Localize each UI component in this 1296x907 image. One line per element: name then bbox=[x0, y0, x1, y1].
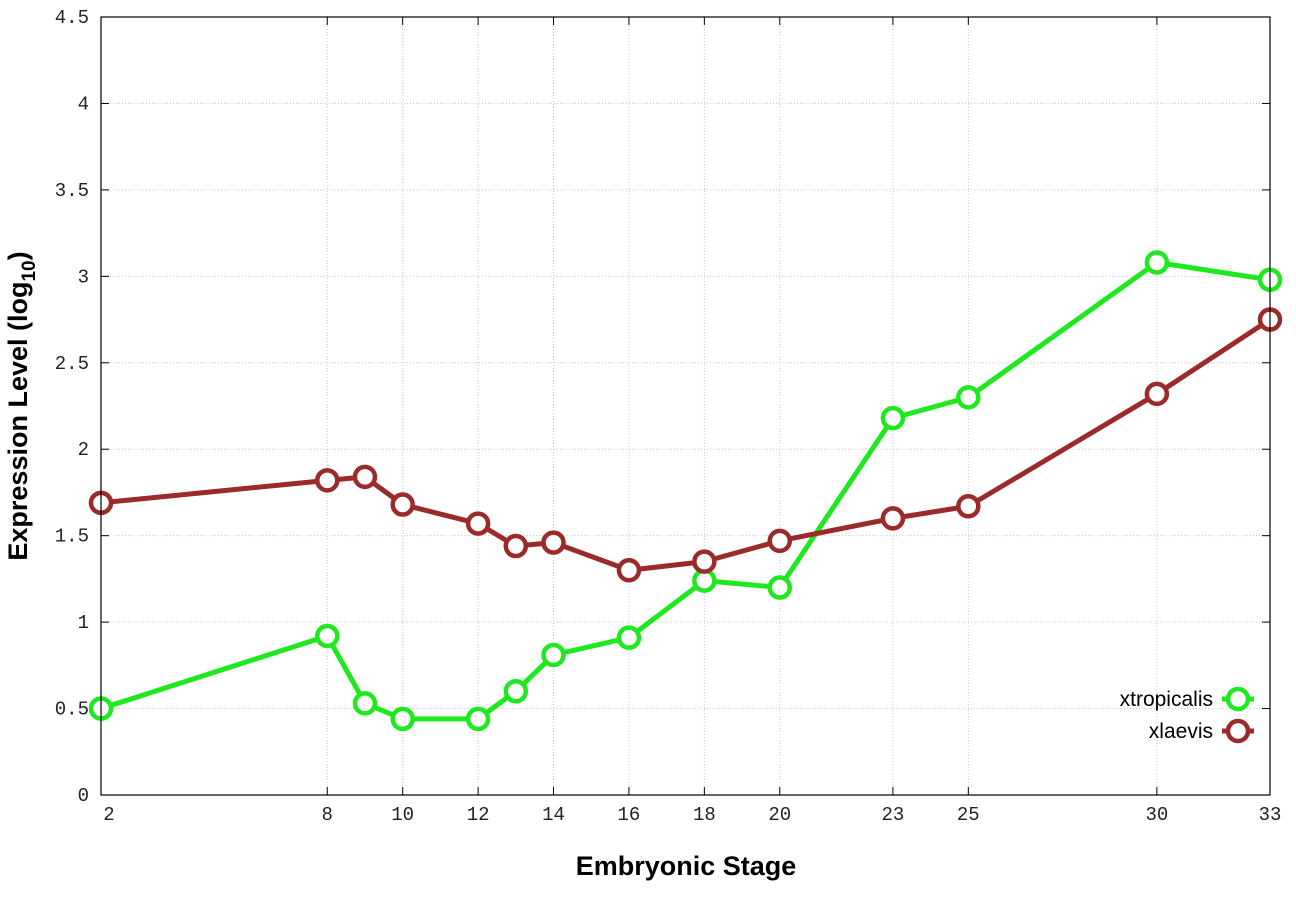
data-point bbox=[390, 492, 415, 517]
data-point bbox=[315, 623, 340, 649]
plot-frame bbox=[100, 16, 1271, 796]
data-point bbox=[956, 385, 981, 410]
legend-swatch-marker bbox=[1225, 718, 1251, 744]
data-point bbox=[767, 575, 793, 600]
x-tick-label: 30 bbox=[1145, 804, 1168, 826]
data-point bbox=[767, 528, 793, 554]
series-line bbox=[100, 317, 1272, 573]
series-layer bbox=[88, 250, 1283, 732]
series-xtropicalis bbox=[88, 250, 1283, 732]
x-axis-label: Embryonic Stage bbox=[576, 851, 797, 881]
data-point bbox=[465, 511, 491, 536]
data-point bbox=[616, 625, 642, 650]
y-tick-label: 0 bbox=[78, 785, 89, 807]
data-point bbox=[616, 557, 642, 583]
data-point bbox=[352, 464, 378, 490]
x-tick-label: 23 bbox=[881, 804, 904, 826]
y-axis-label: Expression Level (log10) bbox=[3, 251, 40, 560]
data-point bbox=[880, 506, 906, 531]
series-line bbox=[100, 260, 1271, 722]
x-tick-label: 18 bbox=[693, 804, 716, 826]
data-point bbox=[692, 549, 717, 574]
legend-swatch-marker bbox=[1225, 686, 1251, 712]
y-tick-label: 1.5 bbox=[55, 526, 89, 548]
x-tick-label: 20 bbox=[768, 804, 791, 826]
y-tick-label: 4.5 bbox=[55, 7, 89, 29]
x-tick-label: 25 bbox=[957, 804, 980, 826]
series-xlaevis bbox=[88, 307, 1283, 583]
y-tick-label: 2.5 bbox=[55, 353, 89, 375]
x-tick-label: 8 bbox=[322, 804, 333, 826]
y-tick-label: 0.5 bbox=[55, 699, 89, 721]
grid bbox=[100, 16, 1271, 796]
data-point bbox=[1144, 250, 1170, 275]
data-point bbox=[465, 706, 491, 732]
data-point bbox=[880, 405, 906, 431]
y-tick-label: 4 bbox=[78, 93, 89, 115]
data-point bbox=[956, 494, 981, 519]
x-tick-label: 16 bbox=[618, 804, 641, 826]
x-tick-label: 14 bbox=[542, 804, 565, 826]
legend-label: xtropicalis bbox=[1120, 688, 1213, 711]
legend-label: xlaevis bbox=[1149, 720, 1213, 743]
data-point bbox=[541, 642, 566, 668]
legend: xtropicalis xlaevis bbox=[1120, 686, 1254, 744]
tick-labels: 0 0.5 1 1.5 2 2.5 3 3.5 4 4.5 2 8 10 12 14 16 18 20 23 25 30… bbox=[55, 7, 1282, 826]
data-point bbox=[352, 691, 378, 716]
x-tick-label: 10 bbox=[391, 804, 414, 826]
y-tick-label: 2 bbox=[78, 439, 89, 461]
y-tick-label: 3.5 bbox=[55, 180, 89, 202]
data-point bbox=[315, 468, 340, 493]
data-point bbox=[541, 530, 566, 555]
data-point bbox=[1144, 381, 1170, 407]
x-tick-label: 2 bbox=[103, 804, 114, 826]
y-tick-label: 3 bbox=[78, 266, 89, 288]
y-tick-label: 1 bbox=[78, 612, 89, 634]
data-point bbox=[503, 533, 529, 559]
data-point bbox=[503, 679, 529, 704]
data-point bbox=[390, 706, 415, 732]
x-tick-label: 12 bbox=[467, 804, 490, 826]
x-tick-label: 33 bbox=[1259, 804, 1282, 826]
